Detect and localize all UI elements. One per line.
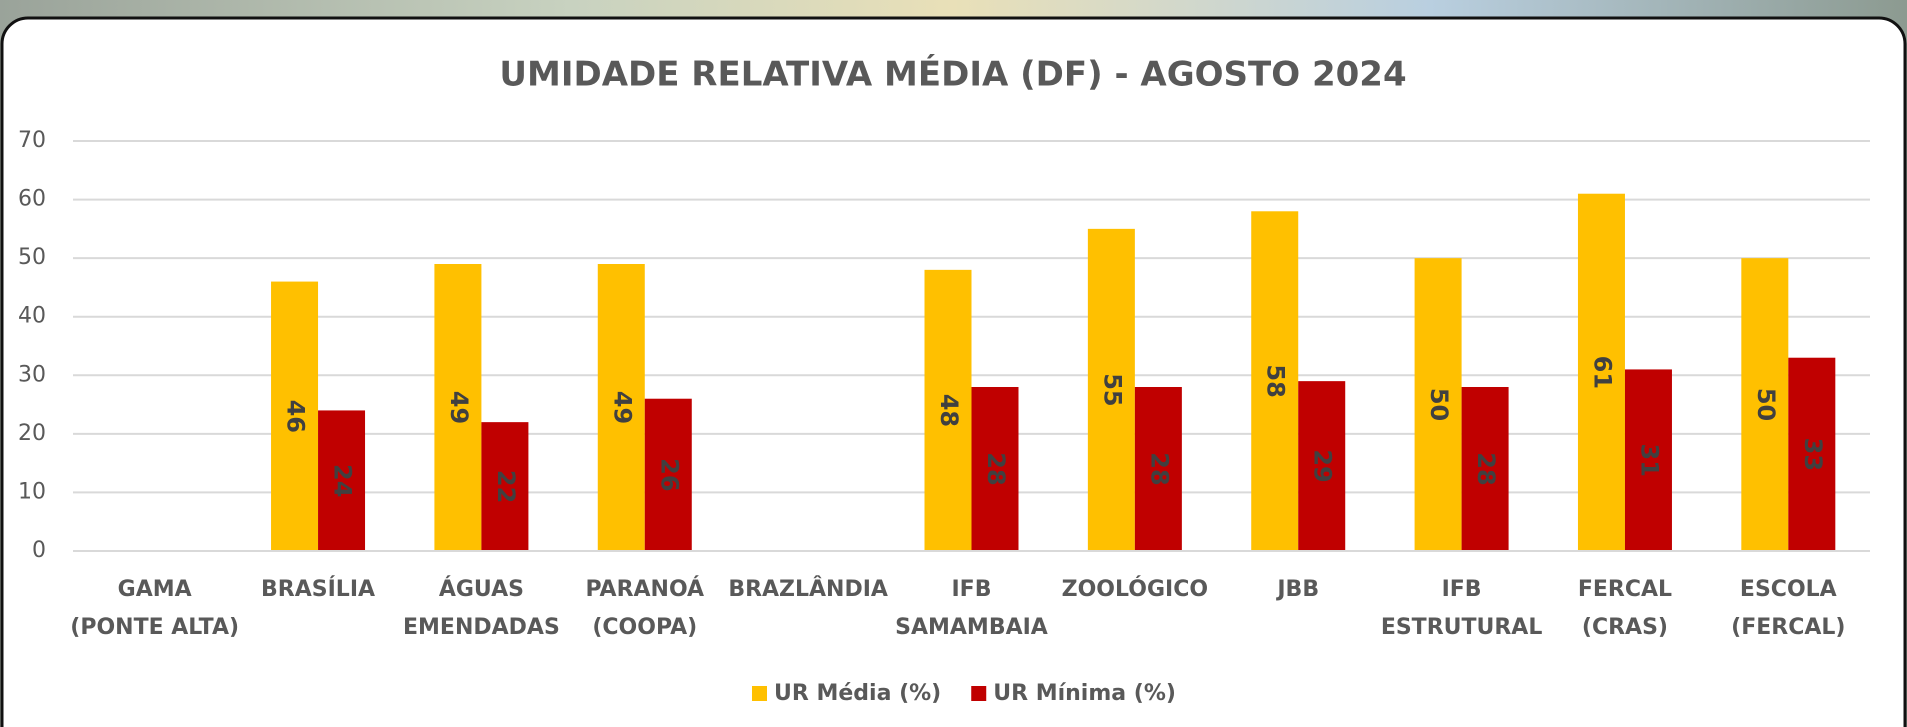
data-label: 50: [1752, 388, 1780, 421]
y-tick-label: 40: [18, 304, 46, 329]
data-label: 49: [608, 391, 636, 424]
x-tick-label: BRASÍLIA: [261, 576, 375, 602]
y-tick-label: 50: [18, 245, 46, 270]
chart-title: UMIDADE RELATIVA MÉDIA (DF) - AGOSTO 202…: [499, 54, 1406, 95]
y-tick-label: 20: [18, 421, 46, 446]
page: UMIDADE RELATIVA MÉDIA (DF) - AGOSTO 202…: [0, 0, 1907, 727]
chart: UMIDADE RELATIVA MÉDIA (DF) - AGOSTO 202…: [0, 0, 1907, 727]
legend-label: UR Mínima (%): [993, 681, 1176, 706]
legend-swatch: [971, 686, 986, 701]
data-label: 48: [935, 394, 963, 427]
data-label: 24: [329, 464, 357, 497]
y-tick-label: 0: [32, 538, 46, 563]
data-label: 46: [282, 400, 310, 433]
data-label: 49: [445, 391, 473, 424]
legend-swatch: [752, 686, 767, 701]
data-label: 28: [1145, 452, 1173, 485]
data-label: 28: [982, 452, 1010, 485]
data-label: 22: [492, 470, 520, 503]
legend-label: UR Média (%): [774, 681, 941, 706]
data-label: 50: [1425, 388, 1453, 421]
data-label: 31: [1635, 444, 1663, 477]
data-label: 26: [655, 458, 683, 491]
y-tick-label: 30: [18, 362, 46, 387]
data-label: 55: [1098, 373, 1126, 406]
data-label: 61: [1588, 356, 1616, 389]
y-tick-label: 10: [18, 479, 46, 504]
data-label: 28: [1472, 452, 1500, 485]
x-tick-label: JBB: [1275, 577, 1319, 602]
x-tick-label: ZOOLÓGICO: [1062, 576, 1208, 602]
y-tick-label: 60: [18, 187, 46, 212]
data-label: 33: [1799, 438, 1827, 471]
data-label: 58: [1262, 364, 1290, 397]
data-label: 29: [1309, 449, 1337, 482]
y-tick-label: 70: [18, 128, 46, 153]
x-tick-label: BRAZLÂNDIA: [728, 576, 888, 602]
